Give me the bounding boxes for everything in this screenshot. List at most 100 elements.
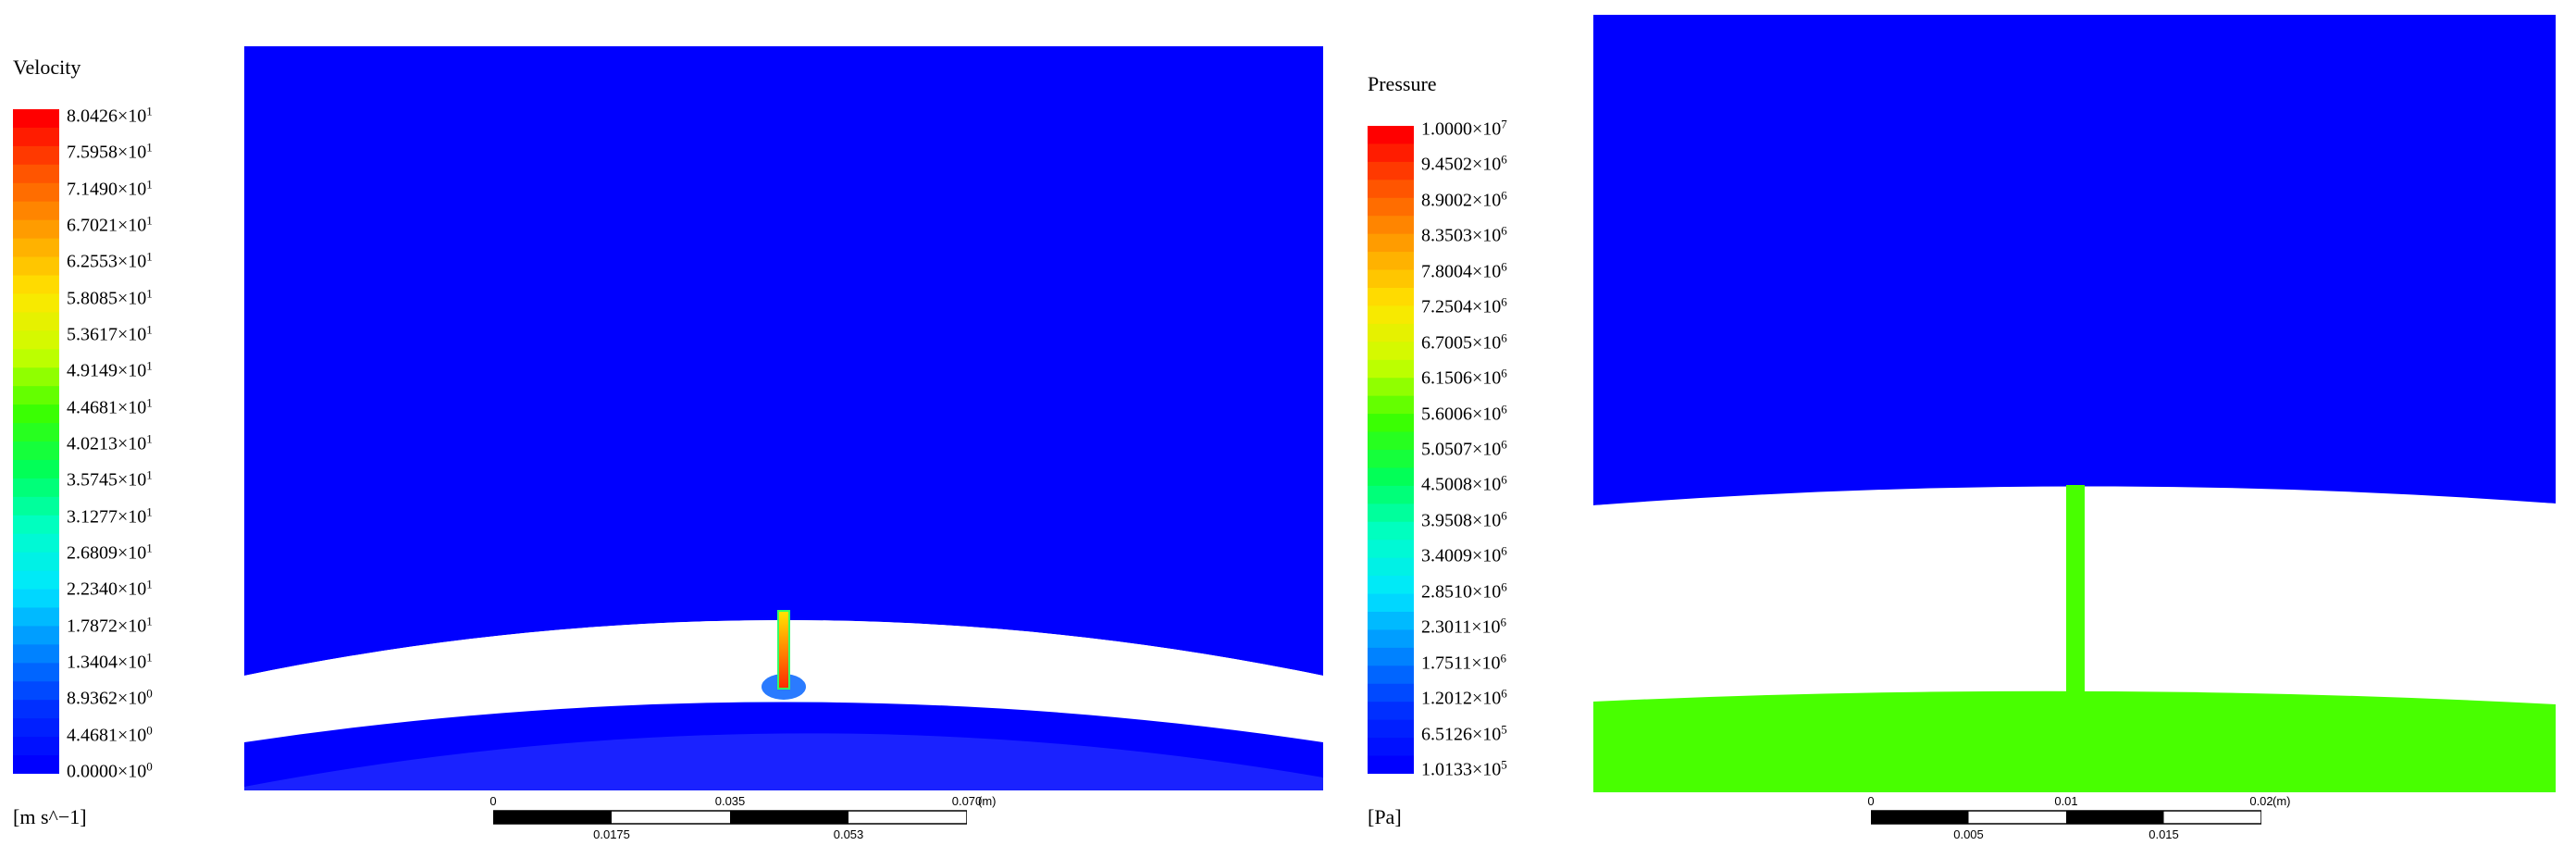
tick-exponent: 1 xyxy=(146,431,153,446)
velocity-lower-inner-band xyxy=(244,733,1323,790)
legend-color-band xyxy=(13,570,59,591)
legend-color-band xyxy=(1368,450,1414,469)
legend-color-band xyxy=(1368,576,1414,595)
legend-tick-label: 8.9362×100 xyxy=(67,686,153,710)
scale-bar-top-label: 0 xyxy=(1867,794,1875,808)
legend-color-band xyxy=(13,737,59,756)
legend-color-band xyxy=(1368,557,1414,577)
legend-tick-label: 3.1277×101 xyxy=(67,504,153,528)
velocity-units-label: [m s^−1] xyxy=(13,805,87,828)
legend-tick-label: 7.8004×106 xyxy=(1421,259,1507,282)
legend-color-band xyxy=(1368,252,1414,271)
legend-color-band xyxy=(1368,180,1414,199)
legend-color-band xyxy=(13,552,59,572)
tick-exponent: 6 xyxy=(1501,294,1507,309)
legend-color-band xyxy=(13,201,59,221)
legend-color-band xyxy=(1368,647,1414,666)
legend-color-band xyxy=(1368,269,1414,289)
tick-mantissa: 3.4009×10 xyxy=(1421,545,1502,566)
legend-color-band xyxy=(13,700,59,719)
tick-exponent: 6 xyxy=(1501,437,1507,452)
legend-color-band xyxy=(1368,467,1414,487)
pressure-units-label: [Pa] xyxy=(1368,805,1402,828)
scale-bar-top-label: 0.02 xyxy=(2249,794,2273,808)
velocity-scale-bar xyxy=(493,810,967,825)
legend-color-band xyxy=(13,145,59,166)
legend-color-band xyxy=(13,478,59,498)
legend-tick-label: 4.5008×106 xyxy=(1421,473,1507,496)
tick-mantissa: 2.8510×10 xyxy=(1421,581,1502,603)
tick-mantissa: 3.9508×10 xyxy=(1421,510,1502,531)
tick-exponent: 6 xyxy=(1501,579,1507,594)
legend-color-band xyxy=(1368,395,1414,415)
legend-tick-label: 2.3011×106 xyxy=(1421,616,1506,639)
legend-tick-label: 3.9508×106 xyxy=(1421,508,1507,531)
tick-mantissa: 5.0507×10 xyxy=(1421,439,1502,460)
legend-color-band xyxy=(13,312,59,331)
velocity-panel: Velocity 8.0426×101 7.5958×101 7.1490×101 6… xyxy=(13,46,1323,841)
tick-mantissa: 9.4502×10 xyxy=(1421,154,1502,175)
tick-mantissa: 3.5745×10 xyxy=(67,469,147,491)
legend-color-band xyxy=(13,349,59,368)
legend-color-band xyxy=(13,755,59,774)
legend-color-band xyxy=(13,275,59,295)
legend-color-band xyxy=(1368,197,1414,217)
tick-mantissa: 0.0000×10 xyxy=(67,761,147,782)
legend-color-band xyxy=(1368,414,1414,433)
legend-tick-label: 8.9002×106 xyxy=(1421,188,1507,211)
tick-exponent: 6 xyxy=(1501,259,1507,274)
tick-exponent: 1 xyxy=(146,358,153,373)
legend-color-band xyxy=(1368,504,1414,523)
tick-mantissa: 2.3011×10 xyxy=(1421,616,1501,638)
legend-color-band xyxy=(13,515,59,535)
tick-mantissa: 8.0426×10 xyxy=(67,106,147,127)
velocity-contour-field xyxy=(244,46,1323,790)
tick-mantissa: 6.7005×10 xyxy=(1421,332,1502,354)
tick-mantissa: 1.7872×10 xyxy=(67,616,147,637)
legend-color-band xyxy=(13,109,59,129)
legend-color-band xyxy=(1368,485,1414,504)
pressure-legend-title: Pressure xyxy=(1368,72,1437,95)
tick-exponent: 0 xyxy=(146,686,153,701)
legend-tick-label: 4.0213×101 xyxy=(67,431,153,455)
tick-exponent: 6 xyxy=(1501,366,1507,380)
tick-mantissa: 4.5008×10 xyxy=(1421,474,1502,495)
tick-exponent: 1 xyxy=(146,286,153,301)
scale-bar-bottom-label: 0.0175 xyxy=(593,827,630,841)
legend-color-band xyxy=(1368,161,1414,180)
tick-mantissa: 1.2012×10 xyxy=(1421,688,1502,709)
tick-exponent: 1 xyxy=(146,140,153,155)
tick-mantissa: 8.9002×10 xyxy=(1421,190,1502,211)
tick-exponent: 6 xyxy=(1501,330,1507,345)
tick-mantissa: 6.7021×10 xyxy=(67,215,147,236)
legend-tick-label: 6.5126×105 xyxy=(1421,722,1507,745)
legend-color-band xyxy=(1368,143,1414,163)
legend-tick-label: 2.6809×101 xyxy=(67,541,153,565)
velocity-upper-domain xyxy=(244,46,1323,676)
legend-color-band xyxy=(1368,738,1414,757)
tick-mantissa: 5.3617×10 xyxy=(67,324,147,345)
scale-bar-units: (m) xyxy=(978,794,997,808)
tick-mantissa: 4.4681×10 xyxy=(67,725,147,746)
legend-color-band xyxy=(13,607,59,628)
legend-color-band xyxy=(13,533,59,553)
legend-color-band xyxy=(13,293,59,313)
legend-color-band xyxy=(13,496,59,516)
tick-exponent: 1 xyxy=(146,577,153,591)
pressure-lower-domain xyxy=(1593,690,2556,792)
tick-mantissa: 1.0133×10 xyxy=(1421,759,1502,780)
tick-mantissa: 1.7511×10 xyxy=(1421,653,1501,674)
tick-exponent: 1 xyxy=(146,541,153,555)
tick-exponent: 1 xyxy=(146,614,153,628)
tick-exponent: 6 xyxy=(1501,686,1507,701)
tick-exponent: 0 xyxy=(146,723,153,738)
tick-exponent: 1 xyxy=(146,104,153,118)
tick-exponent: 6 xyxy=(1501,402,1507,417)
legend-color-band xyxy=(1368,719,1414,739)
tick-exponent: 6 xyxy=(1501,543,1507,558)
legend-tick-label: 9.4502×106 xyxy=(1421,153,1507,176)
tick-mantissa: 1.0000×10 xyxy=(1421,118,1502,140)
legend-tick-label: 5.3617×101 xyxy=(67,323,153,346)
tick-exponent: 1 xyxy=(146,650,153,665)
tick-mantissa: 5.8085×10 xyxy=(67,288,147,309)
